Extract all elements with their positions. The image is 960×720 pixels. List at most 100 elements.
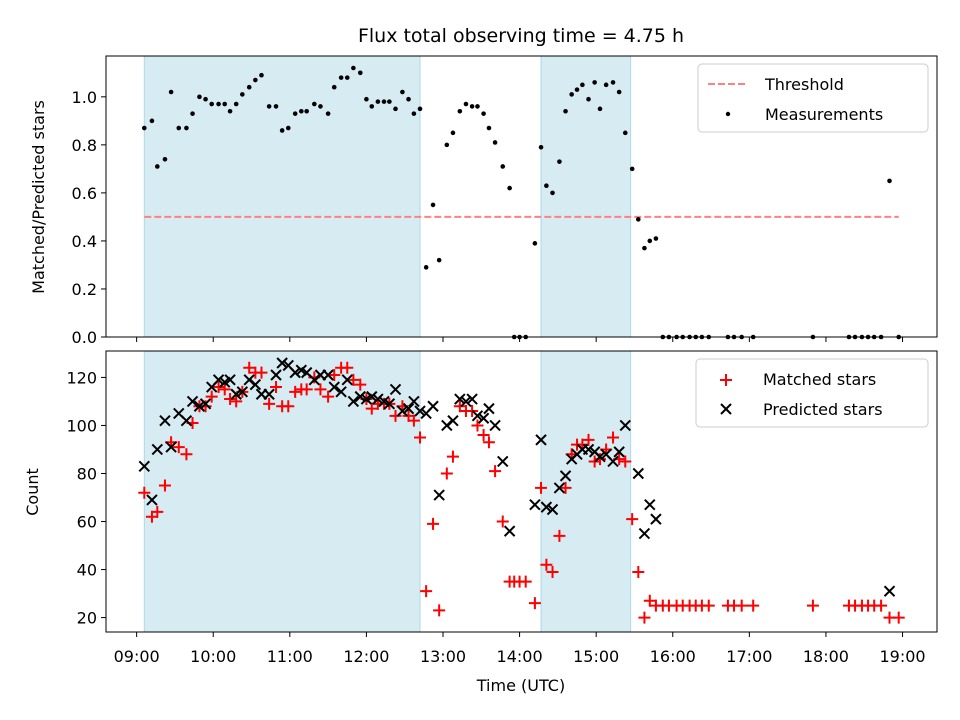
measurement-point-30 [338, 75, 344, 80]
matched-star-point-56 [496, 515, 509, 528]
predicted-star-point-52 [471, 410, 484, 422]
measurement-point-33 [357, 70, 363, 76]
matched-star-point-39 [389, 409, 402, 422]
matched-star-point-55 [489, 465, 502, 478]
predicted-star-point-3 [159, 414, 171, 427]
matched-star-point-66 [559, 481, 572, 494]
bottom-legend: Matched stars Predicted stars [695, 358, 929, 428]
matched-star-point-93 [747, 599, 760, 612]
matched-star-point-62 [535, 481, 548, 494]
predicted-legend-swatch [720, 403, 732, 415]
measurement-point-35 [369, 104, 375, 109]
measurement-point-81 [653, 236, 659, 241]
measurement-point-48 [450, 130, 456, 136]
matched-star-point-11 [212, 381, 225, 394]
bottom-panel: 20 40 60 80 100 120 09:00 10:00 11:00 12:00 13:00… [23, 350, 938, 695]
shaded-interval-2 [540, 55, 632, 338]
predicted-star-point-53 [477, 412, 490, 424]
predicted-star-point-15 [236, 386, 249, 398]
predicted-star-point-1 [146, 494, 158, 506]
bottom-xtick-label-0: 09:00 [114, 647, 160, 666]
bottom-ytick-label-4: 100 [66, 416, 97, 435]
matched-star-point-19 [263, 397, 276, 410]
matched-star-point-74 [607, 431, 620, 444]
bottom-x-ticks: 09:00 10:00 11:00 12:00 13:00 14:00 15:00 16:00… [114, 632, 926, 666]
matched-star-point-100 [875, 599, 888, 612]
predicted-star-point-72 [613, 446, 625, 458]
predicted-star-point-50 [460, 395, 472, 408]
top-ytick-label-0: 0.0 [72, 328, 97, 347]
predicted-star-point-60 [540, 501, 553, 513]
measurement-point-38 [387, 99, 392, 104]
matched-star-point-23 [289, 385, 302, 398]
top-ytick-label-4: 0.8 [72, 136, 97, 155]
measurement-point-66 [563, 108, 568, 114]
measurement-point-78 [635, 217, 641, 222]
top-ytick-label-2: 0.4 [72, 232, 97, 251]
measurement-point-71 [592, 80, 597, 85]
matched-star-point-47 [440, 467, 453, 480]
predicted-star-point-45 [427, 400, 439, 412]
measurement-point-76 [622, 130, 628, 136]
measurement-point-47 [444, 142, 450, 148]
predicted-star-point-31 [341, 374, 353, 386]
measurement-point-10 [209, 101, 214, 107]
predicted-star-point-41 [402, 402, 415, 415]
matched-star-point-54 [482, 436, 495, 449]
matched-star-point-44 [420, 585, 433, 598]
matched-star-point-3 [158, 479, 171, 492]
matched-star-point-49 [453, 400, 466, 413]
measurement-point-14 [233, 101, 239, 107]
measurement-point-67 [569, 92, 574, 97]
matched-star-point-45 [427, 517, 440, 530]
measurement-point-40 [400, 89, 405, 95]
bottom-shaded-regions [143, 350, 632, 633]
measurement-point-2 [155, 164, 160, 169]
measurement-point-23 [292, 111, 298, 116]
bottom-xtick-label-1: 10:00 [190, 647, 236, 666]
predicted-star-point-20 [270, 369, 282, 381]
bottom-xtick-label-5: 14:00 [497, 647, 543, 666]
measurement-point-41 [406, 96, 411, 102]
predicted-star-point-40 [396, 405, 409, 417]
measurement-point-70 [586, 96, 591, 102]
predicted-star-point-75 [638, 527, 651, 540]
measurement-point-29 [331, 84, 337, 90]
measurement-point-1 [149, 118, 155, 124]
chart-title: Flux total observing time = 4.75 h [358, 25, 684, 47]
measurement-point-50 [463, 101, 469, 107]
measurement-point-32 [351, 65, 356, 71]
top-y-axis-label: Matched/Predicted stars [29, 100, 48, 294]
matched-star-point-0 [138, 486, 151, 499]
bottom-ytick-label-5: 120 [66, 368, 97, 387]
predicted-star-point-14 [230, 388, 242, 400]
matched-star-point-12 [218, 383, 231, 396]
measurement-point-7 [190, 111, 195, 116]
measurement-point-13 [227, 108, 233, 114]
measurement-point-15 [240, 92, 245, 97]
predicted-star-point-23 [289, 366, 301, 379]
top-x-ticks [136, 337, 904, 342]
measurements-legend-label: Measurements [765, 105, 883, 124]
measurement-point-27 [318, 104, 323, 109]
measurement-point-77 [629, 166, 635, 172]
predicted-star-point-32 [347, 395, 360, 408]
predicted-legend-label: Predicted stars [763, 400, 883, 419]
measurement-point-39 [393, 106, 398, 112]
bottom-ytick-label-1: 40 [77, 561, 97, 580]
predicted-star-point-67 [582, 443, 595, 456]
bottom-xtick-label-6: 15:00 [573, 647, 619, 666]
measurement-point-19 [266, 104, 272, 109]
measurement-point-5 [176, 125, 182, 131]
measurement-point-53 [481, 111, 486, 116]
measurement-point-6 [184, 125, 189, 131]
matched-star-point-80 [643, 594, 656, 607]
matched-legend-swatch [720, 374, 732, 386]
bottom-xtick-label-7: 16:00 [650, 647, 696, 666]
measurement-point-46 [436, 257, 442, 263]
top-ytick-label-5: 1.0 [72, 88, 97, 107]
bottom-ytick-label-2: 60 [77, 513, 97, 532]
measurement-point-42 [411, 111, 417, 116]
measurement-point-79 [642, 245, 647, 251]
predicted-star-point-4 [165, 441, 177, 453]
